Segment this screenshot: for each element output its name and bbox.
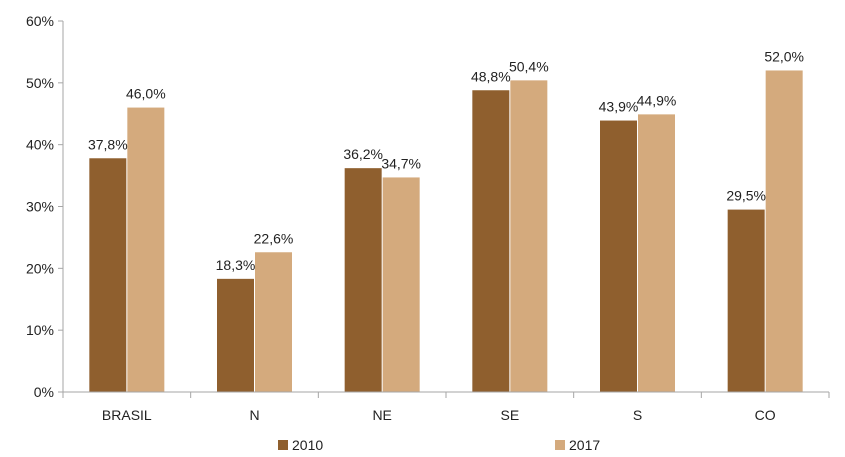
bar-2017-brasil (127, 107, 165, 393)
bar-2010-n (217, 278, 254, 392)
data-label: 22,6% (254, 230, 294, 246)
bar-2017-co (765, 70, 803, 392)
y-tick-label: 10% (26, 322, 54, 338)
data-labels: 37,8% 46,0% 18,3% 22,6% 36,2%34,7% 48,8%50,4%… (88, 48, 804, 272)
x-category-label: BRASIL (102, 407, 152, 423)
data-label: 29,5% (726, 188, 766, 204)
bar-2010-co (727, 209, 765, 392)
data-label: 36,2% (343, 146, 383, 162)
bar-2017-n (255, 252, 292, 392)
x-category-label: CO (755, 407, 776, 423)
data-label: 37,8% (88, 136, 128, 152)
y-tick-label: 20% (26, 260, 54, 276)
x-category-label: S (633, 407, 642, 423)
legend-swatch-2010 (278, 440, 288, 450)
legend-swatch-2017 (555, 440, 565, 450)
data-label: 44,9% (637, 92, 677, 108)
y-tick-label: 60% (26, 13, 54, 29)
bar-2017-s (638, 114, 675, 392)
data-label: 46,0% (126, 86, 166, 102)
data-label: 34,7% (381, 155, 421, 171)
bar-2010-brasil (89, 158, 127, 392)
y-tick-label: 40% (26, 137, 54, 153)
bar-2017-se (510, 80, 548, 393)
legend-label-2017: 2017 (569, 437, 600, 453)
y-axis: 0% 10% 20% 30% 40% 50% 60% (26, 13, 64, 400)
data-label: 52,0% (764, 48, 804, 64)
x-axis: BRASIL N NE SE S CO (62, 391, 830, 423)
x-category-label: SE (500, 407, 519, 423)
y-tick-label: 30% (26, 199, 54, 215)
x-category-label: NE (372, 407, 391, 423)
legend-label-2010: 2010 (292, 437, 323, 453)
legend: 2010 2017 (278, 437, 600, 453)
data-label: 18,3% (216, 257, 256, 273)
data-label: 48,8% (471, 68, 511, 84)
y-tick-label: 50% (26, 75, 54, 91)
bar-2010-s (600, 120, 637, 392)
bars (89, 70, 803, 393)
bar-2010-ne (344, 168, 382, 392)
data-label: 50,4% (509, 58, 549, 74)
y-tick-label: 0% (34, 384, 54, 400)
bar-2017-ne (382, 177, 420, 392)
bar-2010-se (472, 90, 510, 393)
x-category-label: N (249, 407, 259, 423)
data-label: 43,9% (599, 99, 639, 115)
